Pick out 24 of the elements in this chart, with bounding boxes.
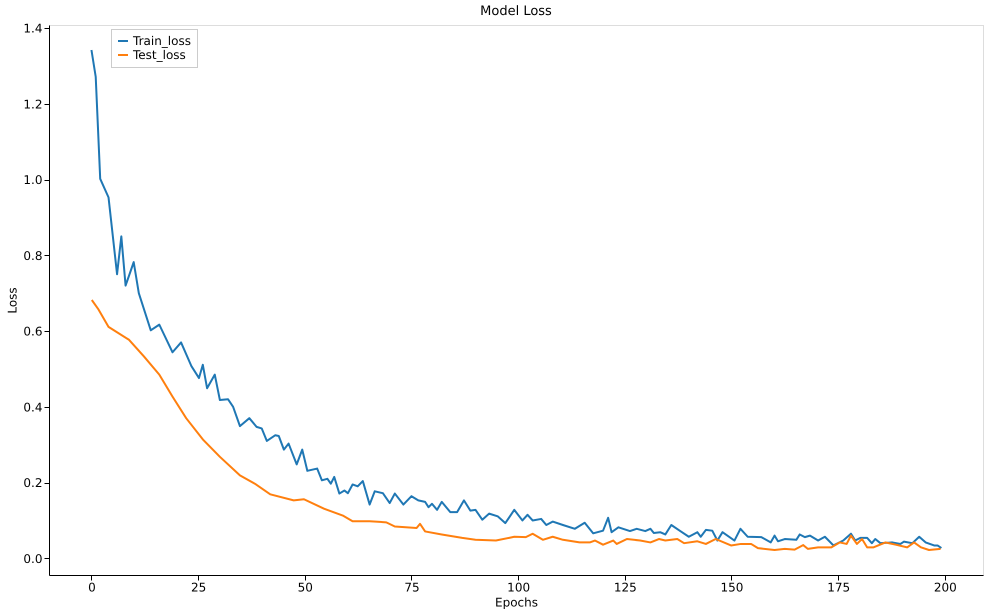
legend-label: Test_loss [132, 48, 186, 62]
x-axis-title: Epochs [495, 596, 538, 610]
y-tick-label: 1.0 [23, 173, 42, 188]
x-tick-label: 175 [827, 580, 850, 594]
y-tick-label: 0.2 [23, 476, 42, 490]
y-tick-label: 0.4 [23, 400, 42, 414]
x-tick-label: 150 [720, 580, 744, 594]
y-tick-label: 0.8 [23, 248, 42, 263]
x-tick-label: 75 [404, 580, 420, 594]
x-tick-label: 0 [88, 580, 96, 594]
x-tick-label: 50 [298, 580, 313, 594]
y-tick-label: 1.4 [23, 22, 42, 36]
x-tick-label: 25 [190, 580, 206, 594]
y-axis-title: Loss [5, 287, 20, 314]
x-tick-label: 200 [934, 580, 957, 594]
y-tick-label: 0.0 [23, 552, 42, 566]
line-series [90, 299, 942, 551]
y-tick-label: 1.2 [23, 97, 42, 112]
line-series [90, 49, 942, 550]
chart-title: Model Loss [480, 4, 552, 20]
x-tick-label: 100 [507, 580, 530, 594]
x-tick-label: 125 [614, 580, 637, 594]
y-tick-label: 0.6 [23, 324, 42, 339]
legend-label: Train_loss [132, 34, 191, 48]
